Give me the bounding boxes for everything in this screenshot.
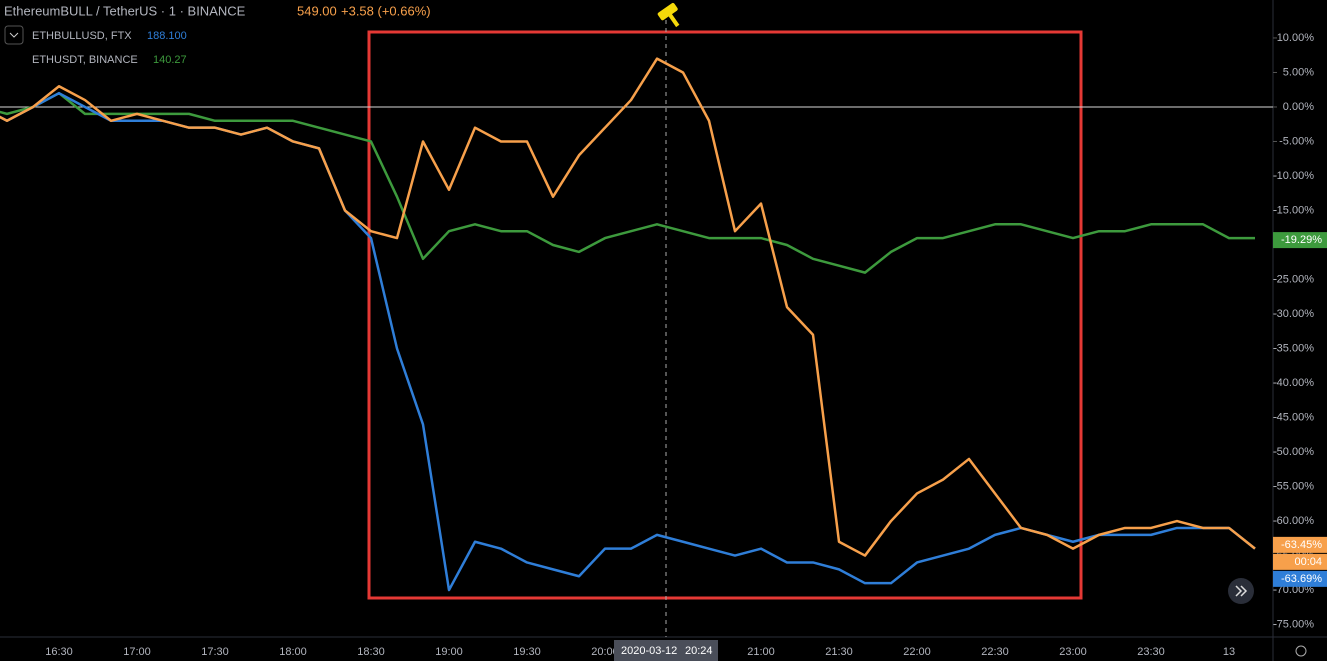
x-tick-label: 17:00 <box>123 646 151 658</box>
y-tick-label: -75.00% <box>1273 618 1314 630</box>
x-tick-label: 22:00 <box>903 646 931 658</box>
y-tick-label: -50.00% <box>1273 446 1314 458</box>
price-tag: -63.69% <box>1273 570 1327 587</box>
legend-name: ETHBULLUSD, FTX <box>32 30 132 42</box>
y-tick-label: -45.00% <box>1273 411 1314 423</box>
settings-button[interactable] <box>1295 645 1307 657</box>
x-tick-label: 13 <box>1223 646 1235 658</box>
y-tick-label: -10.00% <box>1273 170 1314 182</box>
price-tag-box <box>1273 536 1327 553</box>
price: 549.00 <box>297 3 337 18</box>
y-tick-label: -5.00% <box>1279 135 1314 147</box>
price-tag-label: -63.69% <box>1281 573 1322 585</box>
series-line <box>0 91 1255 274</box>
x-tick-label: 19:30 <box>513 646 541 658</box>
x-tick-label: 18:30 <box>357 646 385 658</box>
y-tick-label: -35.00% <box>1273 342 1314 354</box>
price-tag-box <box>1273 570 1327 587</box>
legend-value: 140.27 <box>153 54 187 66</box>
x-tick-label: 19:00 <box>435 646 463 658</box>
y-tick-label: -25.00% <box>1273 273 1314 285</box>
y-tick-label: 5.00% <box>1283 66 1314 78</box>
x-tick-label: 23:30 <box>1137 646 1165 658</box>
price-tag-box <box>1273 232 1327 249</box>
x-tick-label: 16:30 <box>45 646 73 658</box>
chevron <box>9 32 19 38</box>
countdown: 00:04 <box>1294 556 1322 568</box>
legend-value: 188.100 <box>147 30 187 42</box>
y-tick-label: 10.00% <box>1277 32 1315 44</box>
highlight-box <box>367 30 1083 600</box>
crosshair-label <box>614 640 718 661</box>
x-tick-label: 20:00 <box>591 646 619 658</box>
price-tag-label: -63.45% <box>1281 539 1322 551</box>
collapse-button[interactable] <box>4 25 24 45</box>
x-tick-label: 21:30 <box>825 646 853 658</box>
legend-name: ETHUSDT, BINANCE <box>32 54 138 66</box>
x-tick-label: 21:00 <box>747 646 775 658</box>
y-tick-label: -40.00% <box>1273 377 1314 389</box>
crosshair-time: 20:24 <box>685 645 713 657</box>
y-tick-label: -15.00% <box>1273 204 1314 216</box>
scroll-icon <box>1235 585 1248 597</box>
y-tick-label: -30.00% <box>1273 308 1314 320</box>
x-tick-label: 17:30 <box>201 646 229 658</box>
price-tag: -63.45% 00:04 <box>1273 536 1327 570</box>
price-tag: -19.29% <box>1273 232 1327 249</box>
price-tag-label: -19.29% <box>1281 234 1322 246</box>
crosshair-date: 2020-03-12 <box>621 645 677 657</box>
y-tick-label: -60.00% <box>1273 515 1314 527</box>
x-tick-label: 23:00 <box>1059 646 1087 658</box>
symbol-title: EthereumBULL / TetherUS · 1 · BINANCE <box>4 3 246 18</box>
series-line <box>0 57 1256 557</box>
price-change: +3.58 (+0.66%) <box>341 3 431 18</box>
countdown-box <box>1273 553 1327 570</box>
y-tick-label: -70.00% <box>1273 584 1314 596</box>
x-tick-label: 22:30 <box>981 646 1009 658</box>
x-tick-label: 18:00 <box>279 646 307 658</box>
y-tick-label: -55.00% <box>1273 480 1314 492</box>
y-tick-label: 0.00% <box>1283 101 1314 113</box>
gavel-icon <box>657 2 680 28</box>
